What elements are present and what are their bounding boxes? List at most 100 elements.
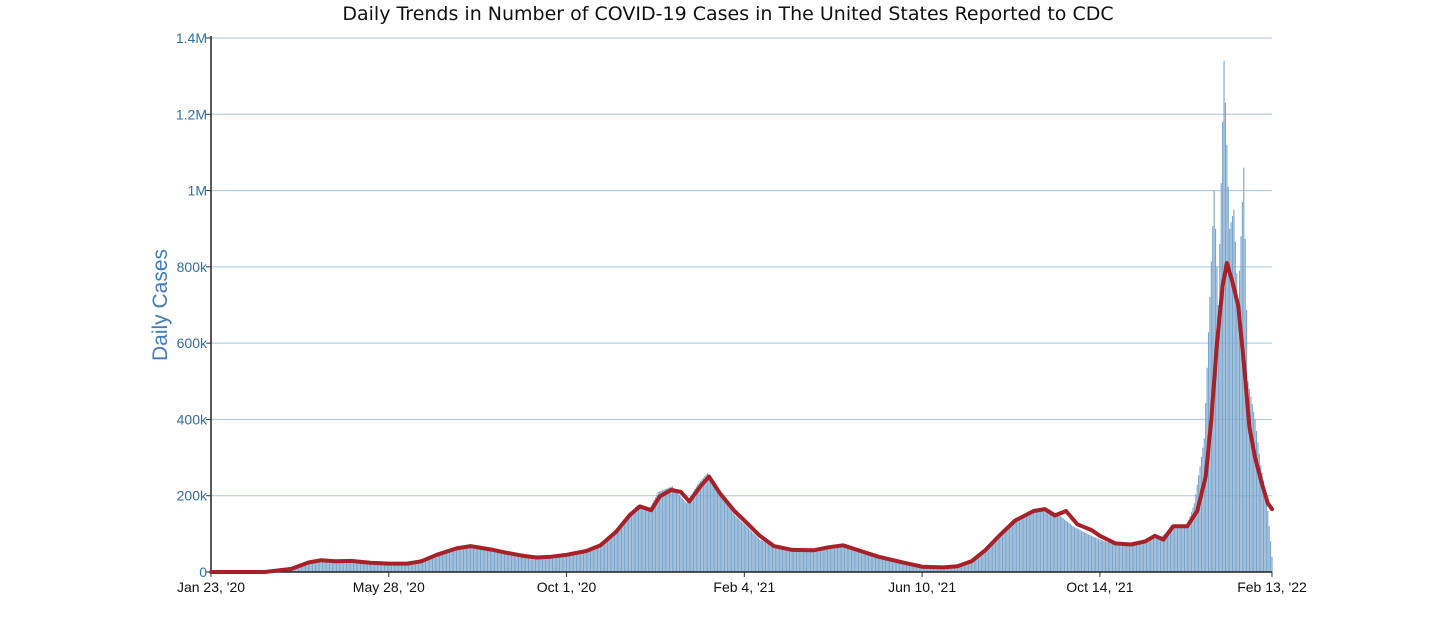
bar: [1223, 61, 1224, 572]
bar: [601, 544, 602, 572]
bar: [591, 549, 592, 572]
bar: [1238, 305, 1239, 572]
bar: [524, 557, 525, 572]
bar: [1041, 510, 1042, 572]
bar: [847, 546, 848, 572]
bar: [717, 491, 718, 572]
bar: [1039, 510, 1040, 572]
bar: [510, 555, 511, 572]
bar: [652, 503, 653, 572]
bar: [608, 540, 609, 572]
bar: [459, 547, 460, 572]
bar: [710, 478, 711, 572]
bar: [783, 548, 784, 572]
bar: [1185, 525, 1186, 572]
bar: [775, 546, 776, 572]
bar: [1016, 518, 1017, 572]
bar: [716, 488, 717, 572]
bar: [460, 547, 461, 572]
bar: [837, 545, 838, 572]
bar: [486, 550, 487, 572]
bar: [1043, 510, 1044, 572]
bar: [779, 547, 780, 572]
bar: [1195, 494, 1196, 572]
bar: [1174, 528, 1175, 572]
bar: [594, 548, 595, 572]
x-tick-label: Oct 14, '21: [1066, 579, 1133, 595]
bar: [889, 560, 890, 572]
x-tick-label: Oct 1, '20: [537, 579, 597, 595]
bar: [804, 549, 805, 572]
x-tick-label: Feb 13, '22: [1237, 579, 1307, 595]
bar: [886, 559, 887, 572]
bar: [1269, 526, 1270, 572]
bar: [480, 548, 481, 572]
bar: [662, 490, 663, 572]
bar: [498, 553, 499, 572]
bar: [1233, 210, 1234, 572]
bar: [642, 508, 643, 572]
bar: [1154, 538, 1155, 572]
bar: [1058, 515, 1059, 572]
bar: [614, 534, 615, 572]
bar: [518, 556, 519, 572]
bar: [1037, 510, 1038, 572]
bar: [621, 524, 622, 572]
bar: [538, 558, 539, 572]
bar: [1075, 528, 1076, 572]
bar: [1246, 310, 1247, 572]
bar: [627, 517, 628, 572]
bar: [1156, 538, 1157, 572]
bar: [566, 555, 567, 572]
bar: [1067, 522, 1068, 572]
bar: [1177, 527, 1178, 572]
bar: [694, 489, 695, 572]
bar: [1032, 512, 1033, 572]
bar: [1188, 520, 1189, 572]
bar: [738, 519, 739, 572]
bar: [1143, 540, 1144, 572]
bar: [586, 550, 587, 572]
bar: [684, 502, 685, 572]
bar: [1077, 529, 1078, 572]
bar: [833, 546, 834, 572]
bar: [560, 555, 561, 572]
bar: [455, 548, 456, 572]
bar: [1140, 541, 1141, 572]
bar: [1255, 419, 1256, 572]
bar: [1157, 538, 1158, 572]
bar: [790, 550, 791, 572]
bar: [1074, 527, 1075, 572]
bar: [484, 549, 485, 572]
bar: [1085, 533, 1086, 572]
bar: [624, 521, 625, 572]
bar: [1123, 545, 1124, 572]
bar: [772, 545, 773, 572]
bar: [1125, 545, 1126, 572]
bar: [869, 554, 870, 572]
bar: [693, 491, 694, 572]
bar: [1082, 532, 1083, 572]
bar: [1236, 273, 1237, 572]
bar: [748, 528, 749, 572]
bar: [827, 546, 828, 572]
bar: [1104, 541, 1105, 572]
bar: [1187, 524, 1188, 572]
bar: [1132, 544, 1133, 572]
bar: [466, 546, 467, 572]
bar: [469, 547, 470, 572]
bar: [828, 546, 829, 572]
bar: [661, 491, 662, 572]
bar: [1012, 521, 1013, 572]
bar: [995, 538, 996, 572]
bar: [723, 500, 724, 572]
bar: [559, 556, 560, 572]
bar: [651, 506, 652, 572]
bar: [728, 507, 729, 572]
bar: [435, 555, 436, 572]
bar: [865, 553, 866, 572]
bar: [720, 496, 721, 572]
bar: [752, 533, 753, 572]
bar: [646, 510, 647, 572]
